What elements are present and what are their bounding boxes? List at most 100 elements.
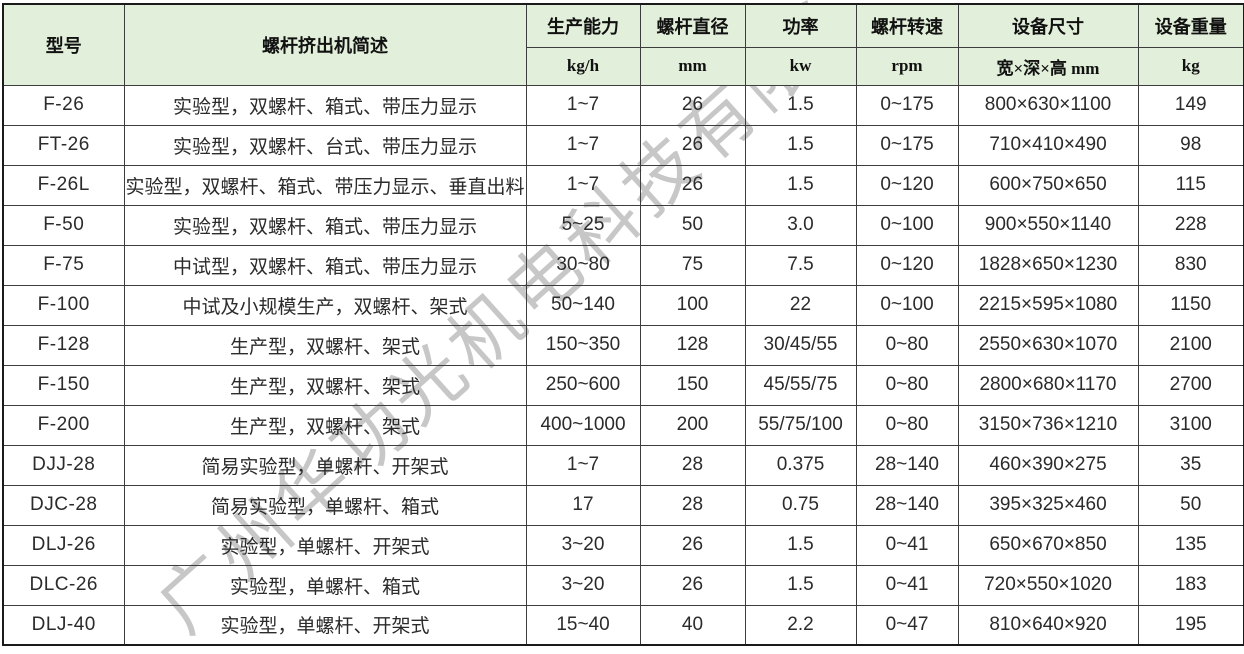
cell-model: F-100 — [2, 284, 125, 326]
cell-power: 1.5 — [744, 564, 857, 606]
cell-weight: 35 — [1137, 444, 1244, 486]
cell-size: 2800×680×1170 — [957, 364, 1139, 406]
cell-model: DLC-26 — [2, 564, 125, 606]
cell-weight: 149 — [1137, 84, 1244, 126]
cell-speed: 28~140 — [855, 484, 959, 526]
table-row: F-150 生产型，双螺杆、架式 250~600 150 45/55/75 0~80 280… — [2, 364, 1244, 406]
cell-diameter: 128 — [639, 324, 746, 366]
cell-speed: 0~100 — [855, 204, 959, 246]
cell-power: 7.5 — [744, 244, 857, 286]
cell-speed: 0~47 — [855, 604, 959, 646]
cell-capacity: 15~40 — [525, 604, 641, 646]
cell-speed: 0~175 — [855, 84, 959, 126]
cell-model: F-150 — [2, 364, 125, 406]
cell-diameter: 50 — [639, 204, 746, 246]
cell-desc: 中试及小规模生产，双螺杆、架式 — [123, 284, 527, 326]
cell-power: 1.5 — [744, 164, 857, 206]
cell-diameter: 28 — [639, 484, 746, 526]
cell-weight: 2100 — [1137, 324, 1244, 366]
cell-model: DJJ-28 — [2, 444, 125, 486]
cell-model: F-128 — [2, 324, 125, 366]
cell-size: 3150×736×1210 — [957, 404, 1139, 446]
cell-desc: 生产型，双螺杆、架式 — [123, 364, 527, 406]
table-row: F-100 中试及小规模生产，双螺杆、架式 50~140 100 22 0~100 2215… — [2, 284, 1244, 326]
cell-model: F-200 — [2, 404, 125, 446]
table-row: F-26L 实验型，双螺杆、箱式、带压力显示、垂直出料 1~7 26 1.5 0~120 6… — [2, 164, 1244, 206]
header-capacity: 生产能力 — [525, 3, 641, 48]
cell-size: 650×670×850 — [957, 524, 1139, 566]
cell-capacity: 1~7 — [525, 84, 641, 126]
cell-diameter: 150 — [639, 364, 746, 406]
cell-diameter: 26 — [639, 84, 746, 126]
cell-model: DLJ-40 — [2, 604, 125, 646]
cell-capacity: 3~20 — [525, 524, 641, 566]
extruder-spec-table: 型号 螺杆挤出机简述 生产能力 螺杆直径 功率 螺杆转速 设备尺寸 设备重量 k… — [2, 3, 1244, 646]
header-row-units: kg/h mm kw rpm 宽×深×高 mm kg — [3, 46, 1244, 86]
table-row: DLC-26 实验型，单螺杆、箱式 3~20 26 1.5 0~41 720×550×102… — [2, 564, 1244, 606]
cell-power: 30/45/55 — [744, 324, 857, 366]
cell-desc: 中试型，双螺杆、箱式、带压力显示 — [123, 244, 527, 286]
table-row: F-128 生产型，双螺杆、架式 150~350 128 30/45/55 0~80 255… — [2, 324, 1244, 366]
header-description: 螺杆挤出机简述 — [123, 3, 527, 86]
cell-power: 1.5 — [744, 124, 857, 166]
cell-desc: 简易实验型，单螺杆、箱式 — [123, 484, 527, 526]
cell-desc: 实验型，单螺杆、开架式 — [123, 524, 527, 566]
table-row: F-200 生产型，双螺杆、架式 400~1000 200 55/75/100 0~80 3… — [2, 404, 1244, 446]
cell-diameter: 26 — [639, 524, 746, 566]
cell-capacity: 1~7 — [525, 444, 641, 486]
cell-model: F-26L — [2, 164, 125, 206]
cell-capacity: 150~350 — [525, 324, 641, 366]
cell-model: F-75 — [2, 244, 125, 286]
cell-weight: 195 — [1137, 604, 1244, 646]
table-body: F-26 实验型，双螺杆、箱式、带压力显示 1~7 26 1.5 0~175 800×630… — [2, 84, 1244, 646]
cell-weight: 115 — [1137, 164, 1244, 206]
table-row: DLJ-40 实验型，单螺杆、开架式 15~40 40 2.2 0~47 810×640×9… — [2, 604, 1244, 646]
header-size-unit: 宽×深×高 mm — [957, 46, 1139, 86]
cell-capacity: 5~25 — [525, 204, 641, 246]
cell-model: F-26 — [2, 84, 125, 126]
cell-diameter: 200 — [639, 404, 746, 446]
cell-diameter: 26 — [639, 164, 746, 206]
header-capacity-unit: kg/h — [525, 46, 641, 86]
cell-power: 3.0 — [744, 204, 857, 246]
cell-power: 0.375 — [744, 444, 857, 486]
cell-capacity: 400~1000 — [525, 404, 641, 446]
cell-weight: 2700 — [1137, 364, 1244, 406]
cell-weight: 183 — [1137, 564, 1244, 606]
cell-desc: 实验型，单螺杆、箱式 — [123, 564, 527, 606]
header-diameter: 螺杆直径 — [639, 3, 746, 48]
header-weight: 设备重量 — [1137, 3, 1244, 48]
cell-weight: 98 — [1137, 124, 1244, 166]
cell-diameter: 26 — [639, 124, 746, 166]
cell-desc: 实验型，双螺杆、箱式、带压力显示 — [123, 204, 527, 246]
table-header: 型号 螺杆挤出机简述 生产能力 螺杆直径 功率 螺杆转速 设备尺寸 设备重量 k… — [2, 3, 1244, 86]
cell-size: 710×410×490 — [957, 124, 1139, 166]
cell-size: 1828×650×1230 — [957, 244, 1139, 286]
table-row: FT-26 实验型，双螺杆、台式、带压力显示 1~7 26 1.5 0~175 710×41… — [2, 124, 1244, 166]
cell-capacity: 17 — [525, 484, 641, 526]
header-weight-unit: kg — [1137, 46, 1244, 86]
cell-desc: 实验型，双螺杆、箱式、带压力显示、垂直出料 — [123, 164, 527, 206]
cell-desc: 实验型，双螺杆、台式、带压力显示 — [123, 124, 527, 166]
header-model: 型号 — [2, 3, 125, 86]
cell-capacity: 1~7 — [525, 164, 641, 206]
cell-speed: 0~41 — [855, 524, 959, 566]
cell-speed: 0~100 — [855, 284, 959, 326]
cell-capacity: 1~7 — [525, 124, 641, 166]
cell-weight: 135 — [1137, 524, 1244, 566]
cell-size: 600×750×650 — [957, 164, 1139, 206]
cell-weight: 1150 — [1137, 284, 1244, 326]
table-row: DLJ-26 实验型，单螺杆、开架式 3~20 26 1.5 0~41 650×670×85… — [2, 524, 1244, 566]
cell-weight: 228 — [1137, 204, 1244, 246]
cell-speed: 0~80 — [855, 404, 959, 446]
table-row: F-26 实验型，双螺杆、箱式、带压力显示 1~7 26 1.5 0~175 800×630… — [2, 84, 1244, 126]
header-speed: 螺杆转速 — [855, 3, 959, 48]
cell-model: FT-26 — [2, 124, 125, 166]
cell-diameter: 100 — [639, 284, 746, 326]
cell-power: 0.75 — [744, 484, 857, 526]
cell-desc: 实验型，单螺杆、开架式 — [123, 604, 527, 646]
cell-model: DJC-28 — [2, 484, 125, 526]
cell-power: 45/55/75 — [744, 364, 857, 406]
header-diameter-unit: mm — [639, 46, 746, 86]
